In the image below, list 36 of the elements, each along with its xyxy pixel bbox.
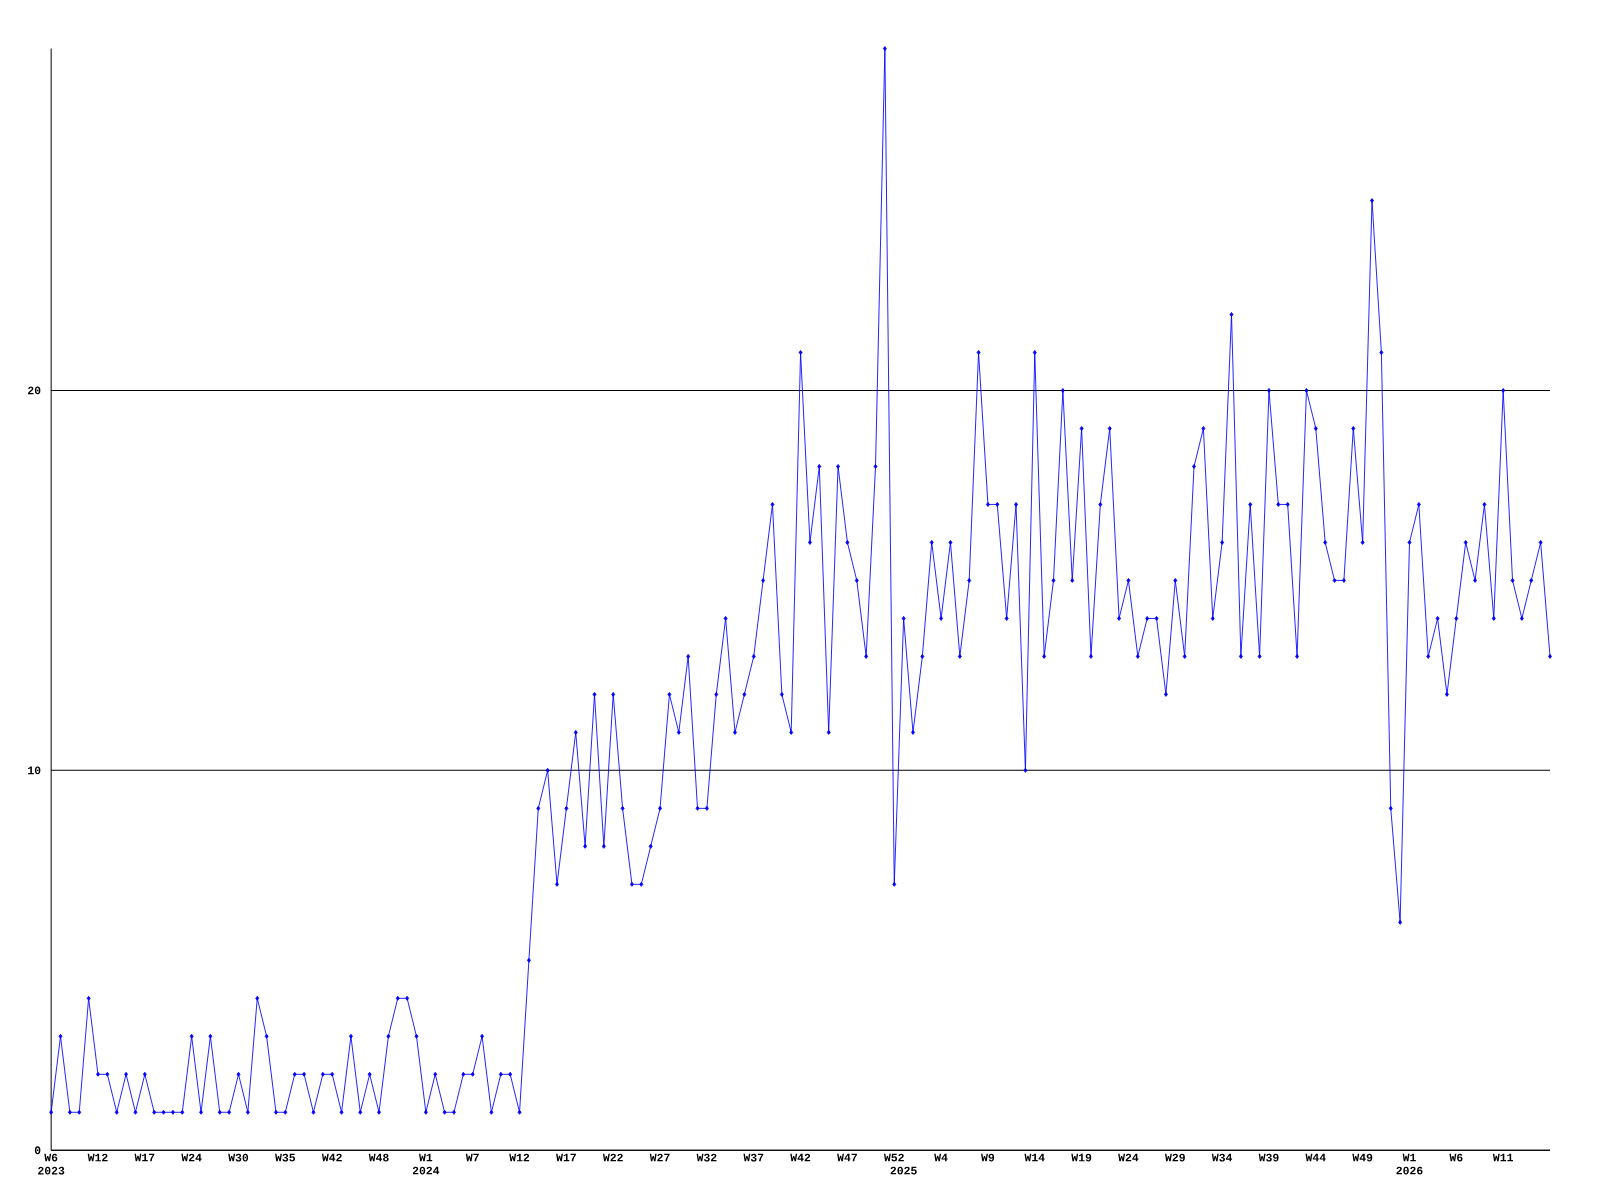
x-tick-label: W44	[1305, 1153, 1326, 1162]
x-tick-label: W48	[368, 1153, 389, 1162]
x-tick-label: W17	[556, 1153, 576, 1162]
x-tick-label: W35	[275, 1153, 296, 1162]
x-tick-label: W49	[1352, 1153, 1373, 1162]
x-tick-label: W27	[649, 1153, 670, 1162]
x-tick-label: 2025	[890, 1166, 917, 1175]
x-tick-label: W22	[602, 1153, 623, 1162]
x-tick-label: W42	[790, 1153, 811, 1162]
x-tick-label: W12	[509, 1153, 530, 1162]
y-tick-label: 20	[28, 386, 41, 395]
x-tick-label: W6 2023	[38, 1153, 65, 1175]
x-tick-label: W34	[1211, 1153, 1233, 1162]
y-tick-label: 0	[34, 1146, 41, 1155]
x-tick-label: W37	[743, 1153, 764, 1162]
x-tick-label: W11	[1492, 1153, 1513, 1162]
x-tick-label: W24	[1118, 1153, 1139, 1162]
x-tick-label: W42	[321, 1153, 342, 1162]
x-tick-label: W1 2026	[1396, 1153, 1423, 1175]
x-tick-label: W32	[696, 1153, 717, 1162]
y-tick-label: 10	[28, 766, 41, 775]
x-tick-label: W24	[181, 1153, 202, 1162]
x-tick-label: W29	[1165, 1153, 1185, 1162]
x-tick-label: W6	[1449, 1153, 1463, 1162]
x-tick-label: W17	[134, 1153, 155, 1162]
x-tick-label: W14	[1024, 1153, 1045, 1162]
x-tick-label: W1 2024	[412, 1153, 440, 1175]
x-tick-label: W12	[87, 1153, 108, 1162]
x-tick-label: W52	[883, 1153, 904, 1162]
x-tick-label: W39	[1258, 1153, 1279, 1162]
x-tick-label: W30	[228, 1153, 249, 1162]
x-tick-label: W47	[837, 1153, 857, 1162]
x-tick-label: W4	[934, 1153, 948, 1162]
x-tick-label: W19	[1071, 1153, 1092, 1162]
x-tick-label: W7	[465, 1153, 479, 1162]
x-tick-label: W9	[981, 1153, 995, 1162]
